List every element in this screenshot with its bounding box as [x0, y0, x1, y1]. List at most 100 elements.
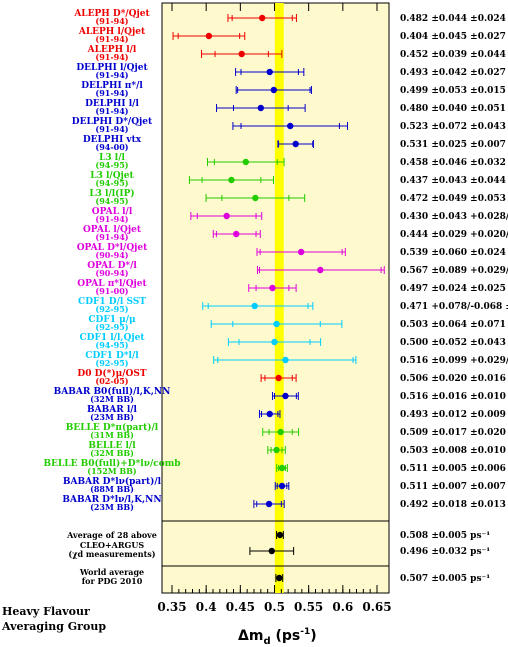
measurement-value: 0.482 ±0.044 ±0.024 ps⁻¹: [400, 14, 508, 24]
data-point: [266, 410, 273, 418]
measurement-value: 0.480 ±0.040 ±0.051 ps⁻¹: [400, 104, 508, 114]
measurement-label: DELPHI l/l: [85, 99, 139, 109]
measurement-value: 0.404 ±0.045 ±0.027 ps⁻¹: [400, 32, 508, 42]
measurement-value: 0.493 ±0.042 ±0.027 ps⁻¹: [400, 68, 508, 78]
measurement-value: 0.499 ±0.053 ±0.015 ps⁻¹: [400, 86, 508, 96]
measurement-label: L3 l/l: [99, 153, 125, 163]
data-point: [297, 248, 305, 256]
measurement-label: L3 l/l(IP): [89, 188, 134, 199]
measurement-label: ALEPH l/Qjet: [78, 27, 146, 37]
average-label: CLEO+ARGUS: [80, 540, 144, 550]
measurement-value: 0.523 ±0.072 ±0.043 ps⁻¹: [400, 122, 508, 132]
measurement-label: CDF1 D/l SST: [78, 297, 146, 307]
data-point: [278, 464, 286, 472]
average-value: 0.507 ±0.005 ps⁻¹: [400, 574, 490, 584]
measurement-period: (90-94): [95, 268, 128, 278]
measurement-period: (91-94): [95, 124, 128, 134]
measurement-period: (92-95): [95, 358, 128, 368]
data-point: [282, 392, 289, 400]
measurement-label: BABAR l/l: [87, 405, 137, 415]
measurement-label: OPAL l/l: [92, 207, 133, 217]
measurement-period: (92-95): [95, 322, 128, 332]
measurement-period: (91-94): [95, 16, 128, 26]
average-label: Average of 28 above: [66, 530, 157, 540]
x-axis-title: Δmd (ps-1): [238, 627, 317, 647]
measurement-period: (02-05): [95, 376, 128, 386]
data-point: [228, 176, 235, 184]
measurement-period: (91-94): [95, 34, 128, 44]
data-point: [275, 374, 282, 382]
measurement-value: 0.497 ±0.024 ±0.025 ps⁻¹: [400, 284, 508, 294]
data-point: [268, 547, 275, 555]
average-note: (χd measurements): [68, 549, 155, 559]
measurement-value: 0.437 ±0.043 ±0.044 ps⁻¹: [400, 176, 508, 186]
measurement-label: CDF1 l/l,Qjet: [80, 333, 146, 343]
measurement-label: BELLE l/l: [88, 441, 136, 451]
measurement-period: (94-95): [95, 160, 128, 170]
measurement-value: 0.503 ±0.064 ±0.071 ps⁻¹: [400, 320, 508, 330]
measurement-period: (23M BB): [90, 412, 134, 422]
measurement-period: (88M BB): [90, 484, 134, 494]
hfag-line-1: Heavy Flavour: [2, 605, 90, 618]
measurement-period: (94-95): [95, 340, 128, 350]
data-point: [270, 86, 278, 94]
measurement-value: 0.531 ±0.025 ±0.007 ps⁻¹: [400, 140, 508, 150]
data-point: [271, 338, 278, 346]
measurement-value: 0.509 ±0.017 ±0.020 ps⁻¹: [400, 428, 508, 438]
data-point: [259, 14, 266, 22]
data-point: [287, 122, 294, 130]
data-point: [269, 284, 276, 292]
average-value: 0.508 ±0.005 ps⁻¹: [400, 531, 490, 541]
measurement-period: (91-94): [95, 70, 128, 80]
measurement-label: BELLE B0(full)+D*lν/comb: [43, 458, 180, 469]
measurement-period: (91-00): [95, 286, 128, 296]
data-point: [276, 531, 284, 539]
measurement-period: (94-95): [95, 196, 128, 206]
measurement-value: 0.539 ±0.060 ±0.024 ps⁻¹: [400, 248, 508, 258]
measurement-label: DELPHI π*/l: [81, 81, 143, 91]
measurement-period: (152M BB): [87, 466, 137, 476]
measurement-value: 0.500 ±0.052 ±0.043 ps⁻¹: [400, 338, 508, 348]
measurement-label: OPAL π*l/Qjet: [77, 279, 147, 289]
average-note: for PDG 2010: [82, 576, 143, 586]
measurement-value: 0.511 ±0.007 ±0.007 ps⁻¹: [400, 482, 508, 492]
x-tick-label: 0.65: [362, 600, 391, 614]
data-point: [265, 500, 273, 508]
measurement-value: 0.493 ±0.012 ±0.009 ps⁻¹: [400, 410, 508, 420]
hfag-line-2: Averaging Group: [2, 620, 107, 633]
measurement-period: (91-94): [95, 106, 128, 116]
x-tick-label: 0.45: [226, 600, 255, 614]
world-average-band: [274, 3, 284, 593]
measurement-label: D0 D(*)μ/OST: [77, 368, 146, 379]
measurement-label: CDF1 μ/μ: [88, 315, 136, 325]
measurement-label: BABAR D*lν(part)/l: [63, 476, 162, 487]
measurement-label: OPAL D*/l: [87, 261, 137, 271]
data-point: [273, 320, 280, 328]
measurement-label: DELPHI D*/Qjet: [72, 117, 153, 127]
average-value: 0.496 ±0.032 ps⁻¹: [400, 547, 490, 557]
measurement-value: 0.430 ±0.043 +0.028/-0.030 ps⁻¹: [400, 212, 508, 222]
measurement-value: 0.444 ±0.029 +0.020/-0.017 ps⁻¹: [400, 230, 508, 240]
data-point: [233, 230, 240, 238]
measurement-value: 0.452 ±0.039 ±0.044 ps⁻¹: [400, 50, 508, 60]
measurement-value: 0.511 ±0.005 ±0.006 ps⁻¹: [400, 464, 508, 474]
x-tick-label: 0.55: [294, 600, 323, 614]
measurement-label: OPAL D*l/Qjet: [77, 243, 148, 253]
measurement-value: 0.516 ±0.099 +0.029/-0.035 ps⁻¹: [400, 356, 508, 366]
data-point: [282, 356, 289, 364]
measurement-period: (90-94): [95, 250, 128, 260]
data-point: [252, 194, 259, 202]
measurement-period: (32M BB): [90, 448, 134, 458]
measurement-period: (94-00): [95, 142, 128, 152]
average-label: World average: [79, 567, 144, 577]
data-point: [292, 140, 299, 148]
measurement-label: BABAR B0(full)/l,K,NN: [54, 386, 171, 397]
measurement-label: BABAR D*lν/l,K,NN: [62, 495, 161, 505]
data-point: [251, 302, 258, 310]
hfag-credit: Heavy Flavour Averaging Group: [2, 604, 106, 634]
measurement-value: 0.567 ±0.089 +0.029/-0.023 ps⁻¹: [400, 266, 508, 276]
measurement-value: 0.492 ±0.018 ±0.013 ps⁻¹: [400, 500, 508, 510]
measurement-label: OPAL l/Qjet: [83, 225, 142, 235]
measurement-value: 0.471 +0.078/-0.068 ±0.034 ps⁻¹: [400, 302, 508, 312]
data-point: [266, 68, 273, 76]
